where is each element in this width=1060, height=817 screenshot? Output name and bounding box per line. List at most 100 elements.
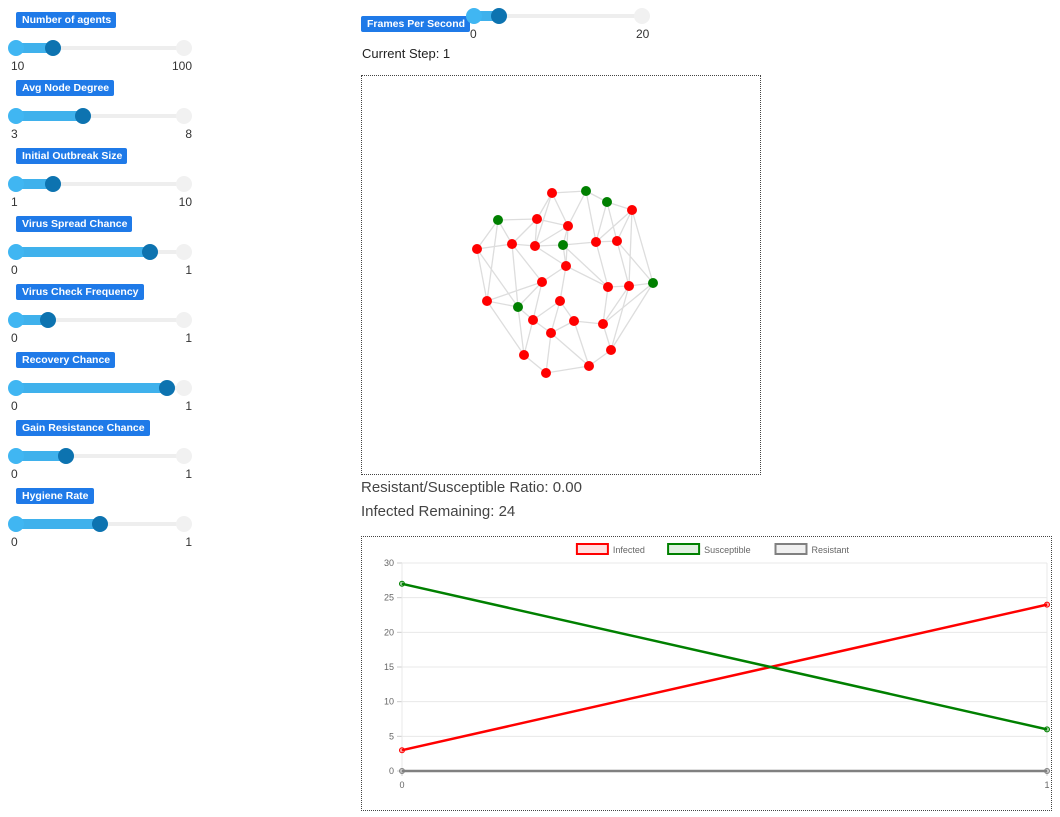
network-edge [616, 240, 654, 284]
fps-slider-thumb[interactable] [491, 8, 508, 24]
virus-spread-chance-min: 0 [11, 263, 18, 277]
virus-check-frequency-min: 0 [11, 331, 18, 345]
gain-resistance-chance-slider[interactable] [8, 448, 192, 464]
infected-agent-node [482, 296, 492, 306]
virus-check-frequency-slider-thumb[interactable] [39, 312, 56, 328]
network-edge [610, 282, 654, 351]
network-edge [606, 201, 618, 242]
hygiene-rate-min: 0 [11, 535, 18, 549]
infected-agent-node [612, 236, 622, 246]
network-edge [551, 190, 587, 194]
infected-agent-node [603, 282, 613, 292]
infected-agent-node [532, 214, 542, 224]
y-tick-label: 5 [389, 731, 394, 741]
avg-node-degree-min: 3 [11, 127, 18, 141]
network-edge [511, 218, 538, 245]
number-of-agents-slider-thumb[interactable] [44, 40, 61, 56]
network-edge [534, 192, 553, 247]
network-edge [534, 225, 569, 247]
y-tick-label: 0 [389, 766, 394, 776]
network-edge [476, 219, 499, 250]
network-edge [559, 265, 567, 302]
infected-agent-node [546, 328, 556, 338]
number-of-agents-slider[interactable] [8, 40, 192, 56]
susceptible-agent-node [513, 302, 523, 312]
network-edge [602, 285, 630, 325]
hygiene-rate-max: 1 [185, 535, 192, 549]
virus-spread-chance-slider[interactable] [8, 244, 192, 260]
network-edge [497, 218, 538, 221]
gain-resistance-chance-max: 1 [185, 467, 192, 481]
infected-agent-node [591, 237, 601, 247]
data-point-resistant [399, 768, 405, 774]
data-point-susceptible [399, 580, 405, 587]
fps-max: 20 [636, 27, 650, 41]
network-edge [536, 192, 553, 220]
fps-min: 0 [470, 27, 477, 41]
susceptible-agent-node [581, 186, 591, 196]
line-chart-container: 0 5 10 15 20 25 30 0 1 Infected Susceptible Resista… [361, 536, 1052, 811]
network-edge [517, 306, 525, 356]
y-tick-label: 20 [384, 627, 394, 637]
number-of-agents-max: 100 [171, 59, 192, 73]
avg-node-degree-slider-thumb[interactable] [75, 108, 92, 124]
network-edge [536, 218, 569, 227]
legend-label-susceptible: Susceptible [704, 545, 751, 555]
fps-slider[interactable] [466, 8, 650, 24]
infected-agent-node [563, 221, 573, 231]
hygiene-rate-slider[interactable] [8, 516, 192, 532]
infected-agent-node [627, 205, 637, 215]
virus-spread-chance-slider-thumb[interactable] [142, 244, 159, 260]
initial-outbreak-size-slider[interactable] [8, 176, 192, 192]
infected-agent-node [507, 239, 517, 249]
network-edge [486, 300, 519, 308]
recovery-chance-max: 1 [185, 399, 192, 413]
y-tick-label: 15 [384, 662, 394, 672]
network-edge [616, 209, 633, 242]
avg-node-degree-max: 8 [185, 127, 192, 141]
network-edge [565, 265, 609, 288]
current-step: Current Step: 1 [362, 46, 451, 61]
infected-agent-node [547, 188, 557, 198]
hygiene-rate-label: Hygiene Rate [16, 488, 94, 504]
infected-agent-node [541, 368, 551, 378]
infected-agent-node [569, 316, 579, 326]
network-edge [550, 332, 590, 367]
data-point-resistant [1044, 768, 1050, 774]
initial-outbreak-size-slider-thumb[interactable] [44, 176, 61, 192]
gain-resistance-chance-min: 0 [11, 467, 18, 481]
infected-agent-node [606, 345, 616, 355]
network-edge [545, 332, 552, 374]
data-point-infected [399, 747, 405, 754]
initial-outbreak-size-min: 1 [11, 195, 18, 209]
network-edge [545, 365, 590, 374]
network-edge [476, 248, 488, 302]
infected-agent-node [472, 244, 482, 254]
line-chart: 0 5 10 15 20 25 30 0 1 Infected Susceptible Resista… [384, 543, 1050, 790]
hygiene-rate-slider-thumb[interactable] [92, 516, 108, 532]
legend-swatch-infected [575, 543, 609, 555]
recovery-chance-label: Recovery Chance [16, 352, 116, 368]
network-edge [628, 209, 633, 287]
gain-resistance-chance-slider-thumb[interactable] [58, 448, 75, 464]
virus-check-frequency-max: 1 [185, 331, 192, 345]
network-edge [532, 300, 561, 321]
data-point-infected [1044, 601, 1050, 608]
susceptible-agent-node [648, 278, 658, 288]
infected-agent-node [584, 361, 594, 371]
x-tick-label: 1 [1044, 780, 1049, 790]
avg-node-degree-slider[interactable] [8, 108, 192, 124]
infected-agent-node [530, 241, 540, 251]
network-edge [532, 281, 543, 321]
number-of-agents-label: Number of agents [16, 12, 117, 28]
avg-node-degree-label: Avg Node Degree [16, 80, 115, 96]
network-edge [511, 243, 519, 308]
virus-check-frequency-slider[interactable] [8, 312, 192, 328]
y-tick-label: 10 [384, 697, 394, 707]
network-edge [602, 286, 609, 325]
network-edge [523, 319, 534, 356]
recovery-chance-slider[interactable] [8, 380, 192, 396]
network-edge [534, 245, 567, 267]
recovery-chance-slider-thumb[interactable] [159, 380, 176, 396]
infected-agent-node [624, 281, 634, 291]
